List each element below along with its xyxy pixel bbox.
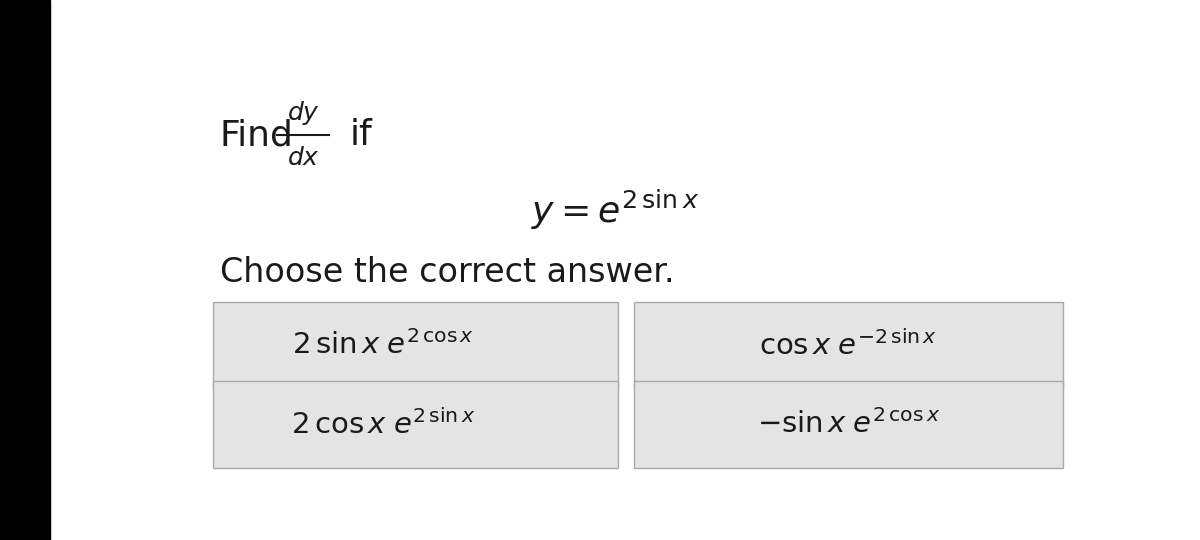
FancyBboxPatch shape	[634, 381, 1063, 468]
Text: $2\,\sin x\; e^{2\,\cos x}$: $2\,\sin x\; e^{2\,\cos x}$	[292, 330, 474, 360]
Text: $dx$: $dx$	[287, 146, 320, 170]
Text: $dy$: $dy$	[287, 99, 320, 126]
Text: Find: Find	[220, 118, 294, 152]
Text: if: if	[350, 118, 373, 152]
FancyBboxPatch shape	[214, 381, 618, 468]
Text: $\cos x\; e^{-2\,\sin x}$: $\cos x\; e^{-2\,\sin x}$	[760, 330, 937, 361]
Text: Choose the correct answer.: Choose the correct answer.	[220, 256, 674, 289]
Text: $2\,\cos x\; e^{2\,\sin x}$: $2\,\cos x\; e^{2\,\sin x}$	[290, 409, 475, 440]
FancyBboxPatch shape	[634, 302, 1063, 389]
FancyBboxPatch shape	[214, 302, 618, 389]
Text: $y = e^{2\,\sin x}$: $y = e^{2\,\sin x}$	[530, 188, 700, 232]
Text: $-\sin x\; e^{2\,\cos x}$: $-\sin x\; e^{2\,\cos x}$	[757, 409, 940, 440]
